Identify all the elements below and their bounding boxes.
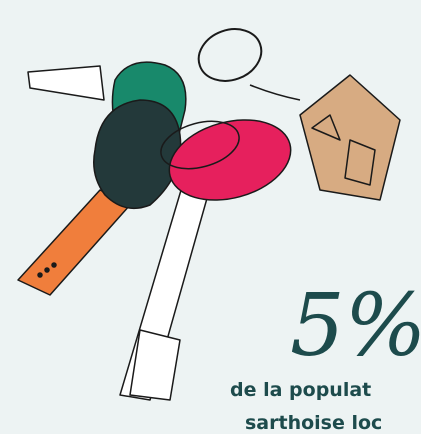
stat-caption: sarthoise loc — [245, 412, 382, 434]
stat-figure: 5% — [290, 276, 421, 376]
stat-caption: de la populat — [230, 379, 371, 401]
infographic: 5% de la populat sarthoise loc — [0, 0, 421, 434]
